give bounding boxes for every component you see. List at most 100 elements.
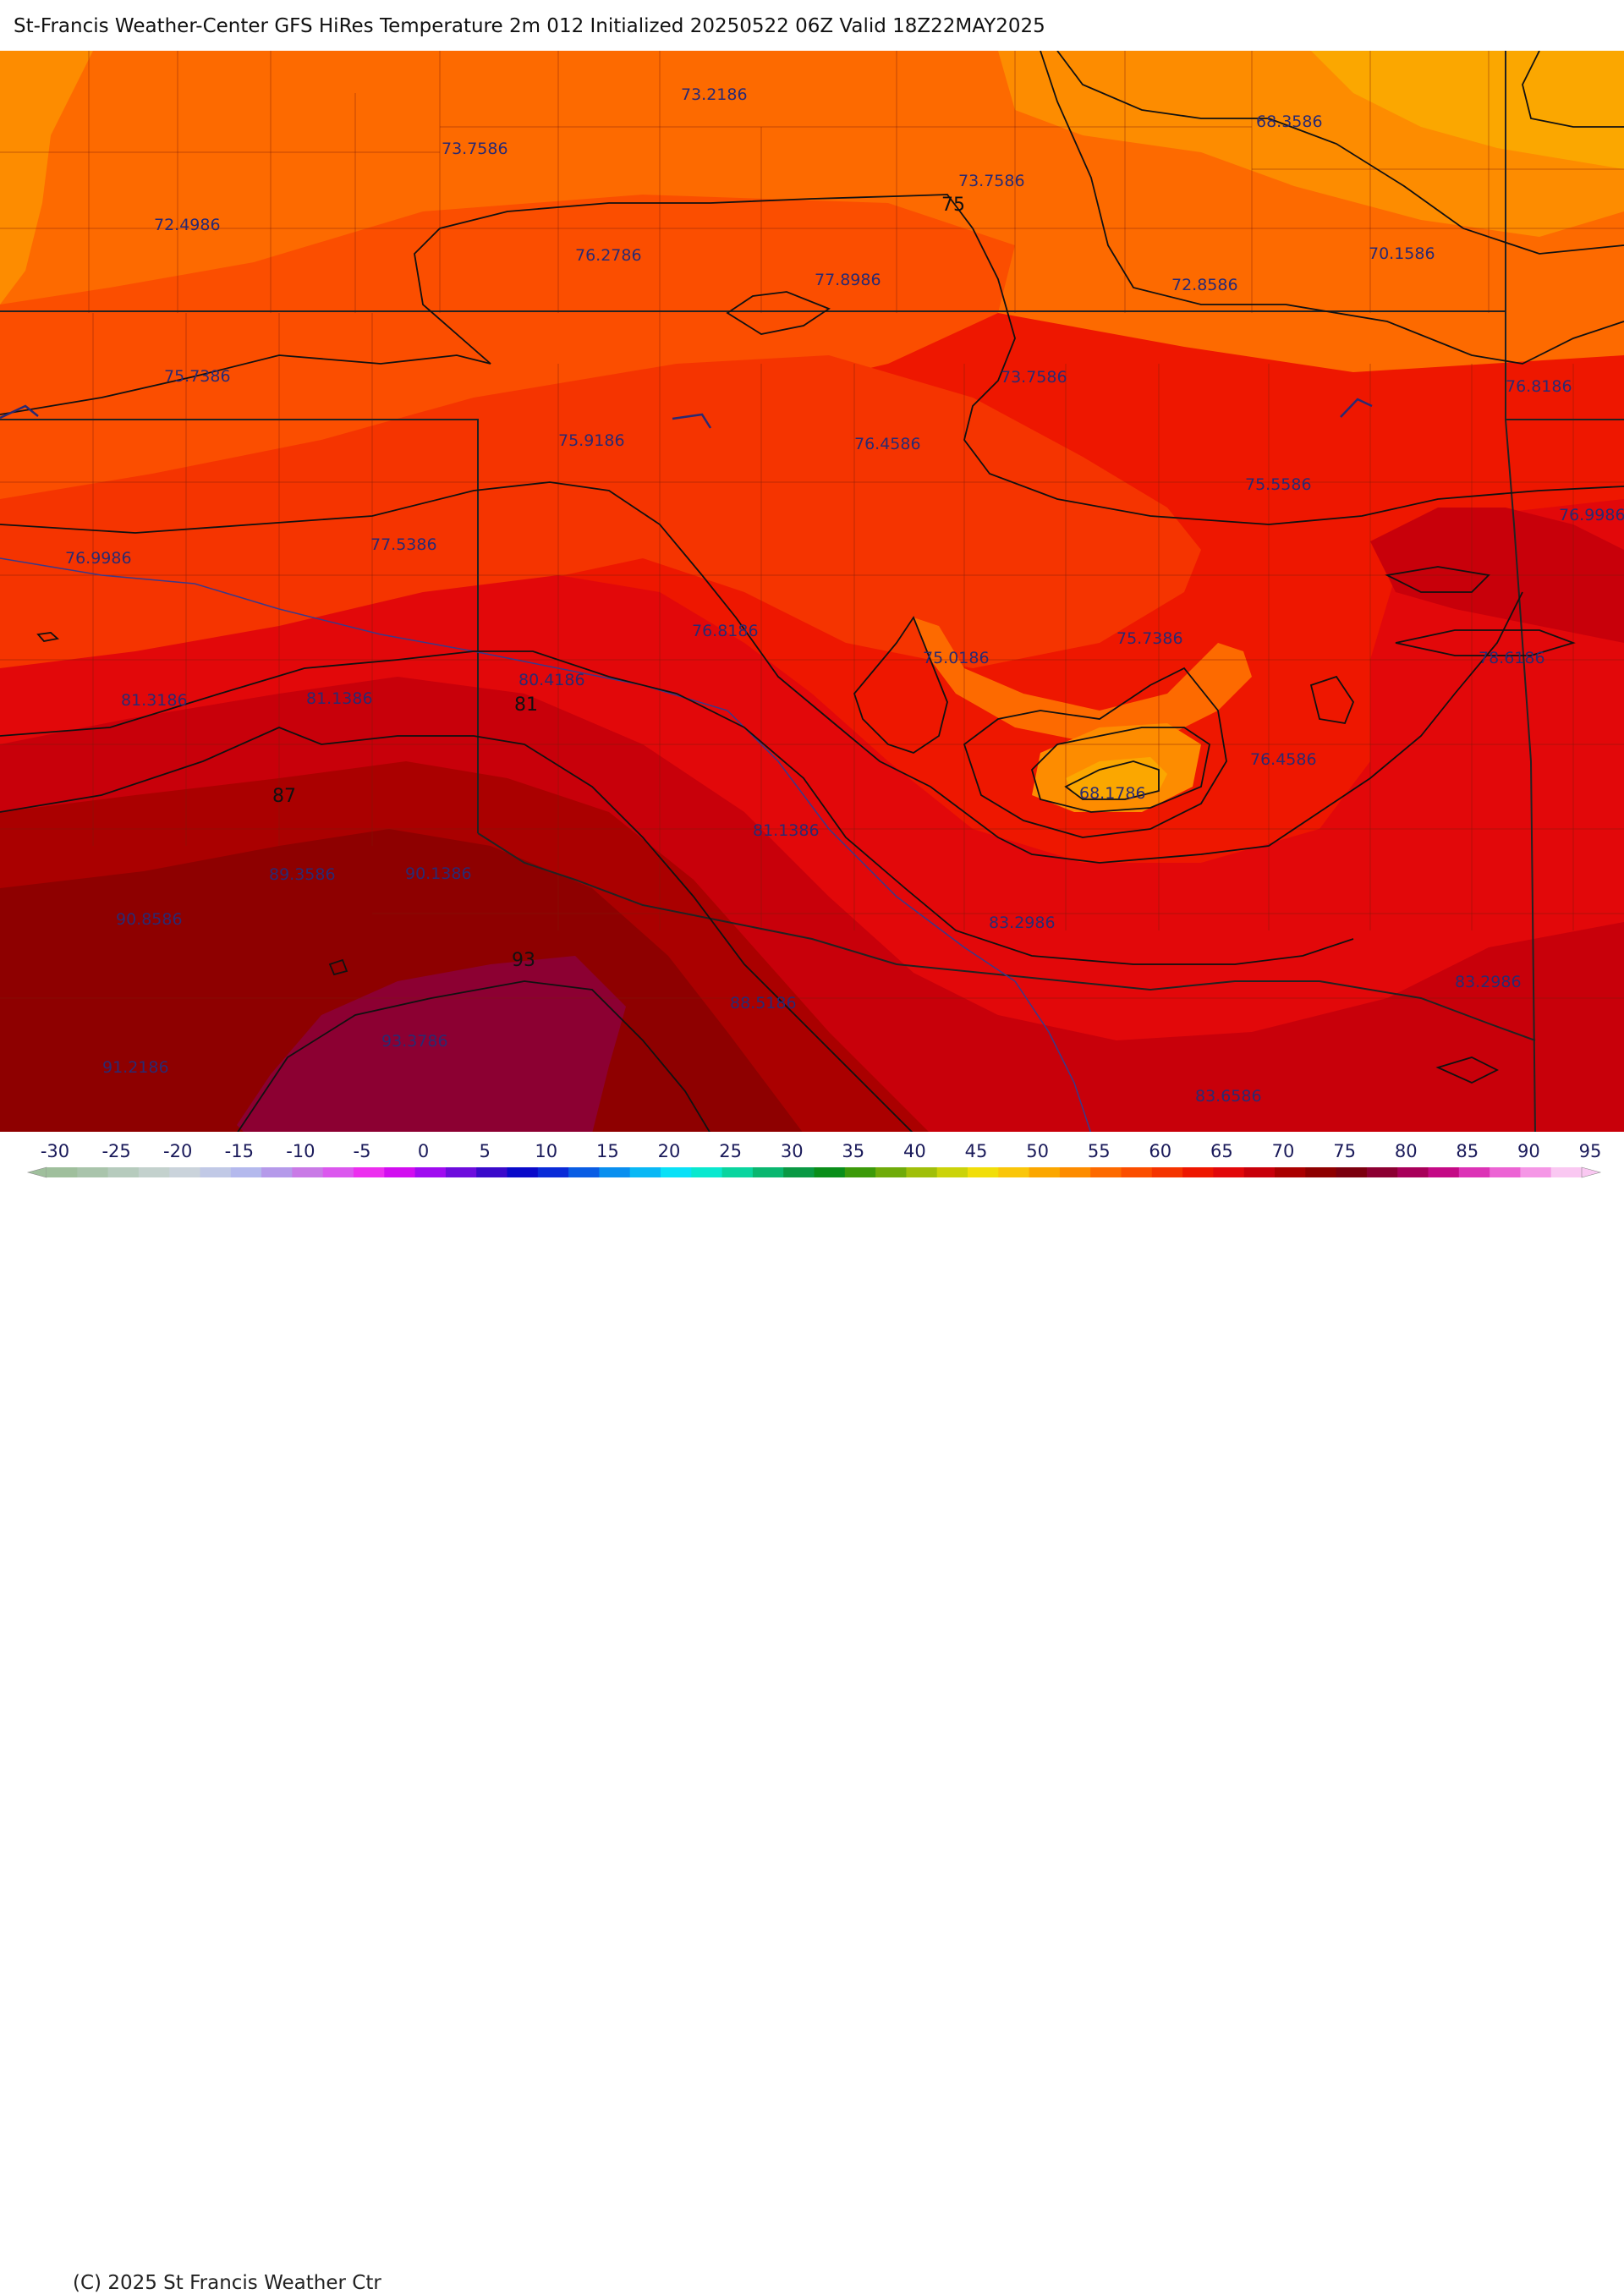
contour-east-loop-2 bbox=[1395, 629, 1576, 656]
legend-swatch bbox=[1243, 1167, 1276, 1177]
station-value: 80.4186 bbox=[518, 671, 585, 689]
fill-central-orange-blob bbox=[914, 617, 1252, 744]
legend-tick-label: -25 bbox=[102, 1141, 130, 1161]
legend-swatch bbox=[1090, 1167, 1122, 1177]
legend-swatch bbox=[47, 1167, 78, 1177]
legend-swatch bbox=[1059, 1167, 1091, 1177]
legend-tick-label: 35 bbox=[842, 1141, 864, 1161]
contour-72 bbox=[1056, 51, 1624, 255]
legend-swatch bbox=[200, 1167, 232, 1177]
station-value: 83.6586 bbox=[1195, 1087, 1262, 1106]
legend-tick-label: 65 bbox=[1210, 1141, 1233, 1161]
temperature-contours bbox=[0, 51, 1624, 1133]
legend-swatch bbox=[1336, 1167, 1368, 1177]
legend-swatch bbox=[1275, 1167, 1306, 1177]
legend-swatch bbox=[354, 1167, 385, 1177]
station-value: 73.2186 bbox=[681, 85, 748, 104]
wind-barb bbox=[672, 413, 712, 429]
legend-arrow-right bbox=[1581, 1166, 1602, 1178]
legend-swatch bbox=[1182, 1167, 1214, 1177]
station-value: 81.1386 bbox=[753, 821, 820, 840]
legend-tick-label: -15 bbox=[225, 1141, 254, 1161]
legend-swatch bbox=[138, 1167, 170, 1177]
legend-swatch bbox=[77, 1167, 109, 1177]
legend-tick-label: 85 bbox=[1456, 1141, 1479, 1161]
legend-swatch bbox=[752, 1167, 784, 1177]
legend-tick-label: -30 bbox=[41, 1141, 69, 1161]
legend-swatch bbox=[629, 1167, 661, 1177]
station-value: 76.4586 bbox=[1250, 750, 1317, 769]
legend-swatch bbox=[1029, 1167, 1061, 1177]
legend-tick-label: 90 bbox=[1517, 1141, 1540, 1161]
legend-swatch bbox=[1428, 1167, 1460, 1177]
station-value: 83.2986 bbox=[1455, 973, 1522, 991]
contour-78 bbox=[0, 481, 1523, 864]
station-value: 76.2786 bbox=[575, 246, 642, 265]
legend-ticks: -30 -25 -20 -15 -10 -5 0 5 10 15 20 25 30 35 40 45 50 55 6… bbox=[41, 1141, 1602, 1161]
contour-81 bbox=[0, 650, 1354, 965]
legend-swatch bbox=[906, 1167, 938, 1177]
copyright-text: (C) 2025 St Francis Weather Ctr bbox=[73, 2272, 381, 2294]
contour-87 bbox=[0, 727, 914, 1133]
station-value: 78.6186 bbox=[1479, 649, 1545, 667]
station-value: 91.2186 bbox=[102, 1058, 169, 1077]
legend-swatch bbox=[814, 1167, 846, 1177]
legend-swatch bbox=[1397, 1167, 1429, 1177]
legend-swatch bbox=[844, 1167, 876, 1177]
legend-swatch bbox=[261, 1167, 293, 1177]
legend-tick-label: 5 bbox=[480, 1141, 491, 1161]
contour-east-loop-1 bbox=[1385, 566, 1490, 593]
contour-label: 75 bbox=[941, 195, 965, 216]
legend-swatch bbox=[230, 1167, 262, 1177]
fill-magenta-core bbox=[237, 956, 626, 1133]
legend-swatch bbox=[384, 1167, 416, 1177]
map-title: St-Francis Weather-Center GFS HiRes Temp… bbox=[14, 15, 1045, 37]
legend-scale: -30 -25 -20 -15 -10 -5 0 5 10 15 20 25 30 35 40 45 50 55 6… bbox=[26, 1141, 1602, 1178]
legend-swatch bbox=[537, 1167, 569, 1177]
temperature-map: 75 81 87 93 73.2186 68.3586 73.7586 73.7… bbox=[0, 51, 1624, 1133]
legend-swatch bbox=[691, 1167, 723, 1177]
legend-swatch bbox=[1121, 1167, 1153, 1177]
wind-barb bbox=[0, 404, 39, 420]
station-value: 75.0186 bbox=[923, 649, 990, 667]
contour-labels: 75 81 87 93 bbox=[272, 195, 965, 971]
legend-swatch bbox=[661, 1167, 692, 1177]
legend-tick-label: 25 bbox=[719, 1141, 742, 1161]
legend-swatch bbox=[1520, 1167, 1552, 1177]
legend-swatch bbox=[292, 1167, 324, 1177]
legend-tick-label: 50 bbox=[1026, 1141, 1049, 1161]
legend-swatch bbox=[936, 1167, 968, 1177]
station-value: 90.1386 bbox=[405, 864, 472, 883]
legend-swatch bbox=[476, 1167, 508, 1177]
legend-swatch bbox=[1305, 1167, 1337, 1177]
station-value: 81.3186 bbox=[121, 691, 188, 710]
legend-swatch bbox=[1213, 1167, 1245, 1177]
station-values: 73.2186 68.3586 73.7586 73.7586 72.4986 … bbox=[65, 85, 1624, 1106]
legend-arrow-left bbox=[26, 1166, 47, 1178]
legend-tick-label: -5 bbox=[354, 1141, 371, 1161]
station-value: 73.7586 bbox=[442, 140, 508, 158]
fill-east-dark bbox=[1370, 508, 1624, 643]
title-bar: St-Francis Weather-Center GFS HiRes Temp… bbox=[0, 0, 1624, 51]
color-legend: -30 -25 -20 -15 -10 -5 0 5 10 15 20 25 30 35 40 45 50 55 6… bbox=[0, 1132, 1624, 2294]
contour-cool-ring-1 bbox=[963, 667, 1227, 838]
contour-69 bbox=[1522, 51, 1624, 128]
legend-swatch bbox=[507, 1167, 539, 1177]
wind-barb bbox=[1340, 398, 1373, 418]
contour-label: 87 bbox=[272, 786, 296, 807]
legend-tick-label: 0 bbox=[418, 1141, 429, 1161]
contour-east-loop-3 bbox=[1309, 675, 1355, 725]
contour-cool-ring-2 bbox=[1030, 727, 1211, 813]
legend-swatch bbox=[1458, 1167, 1490, 1177]
contour-75 bbox=[0, 194, 1624, 525]
station-value: 83.2986 bbox=[989, 914, 1056, 932]
station-value: 75.7386 bbox=[1116, 629, 1183, 648]
contour-sw-loop bbox=[328, 958, 348, 976]
station-value: 72.8586 bbox=[1171, 276, 1238, 294]
contour-north-loop bbox=[726, 291, 831, 335]
legend-swatch bbox=[568, 1167, 600, 1177]
station-value: 75.5586 bbox=[1245, 475, 1312, 494]
legend-swatch bbox=[1366, 1167, 1398, 1177]
station-value: 76.4586 bbox=[854, 435, 921, 453]
rivers bbox=[0, 557, 1092, 1133]
